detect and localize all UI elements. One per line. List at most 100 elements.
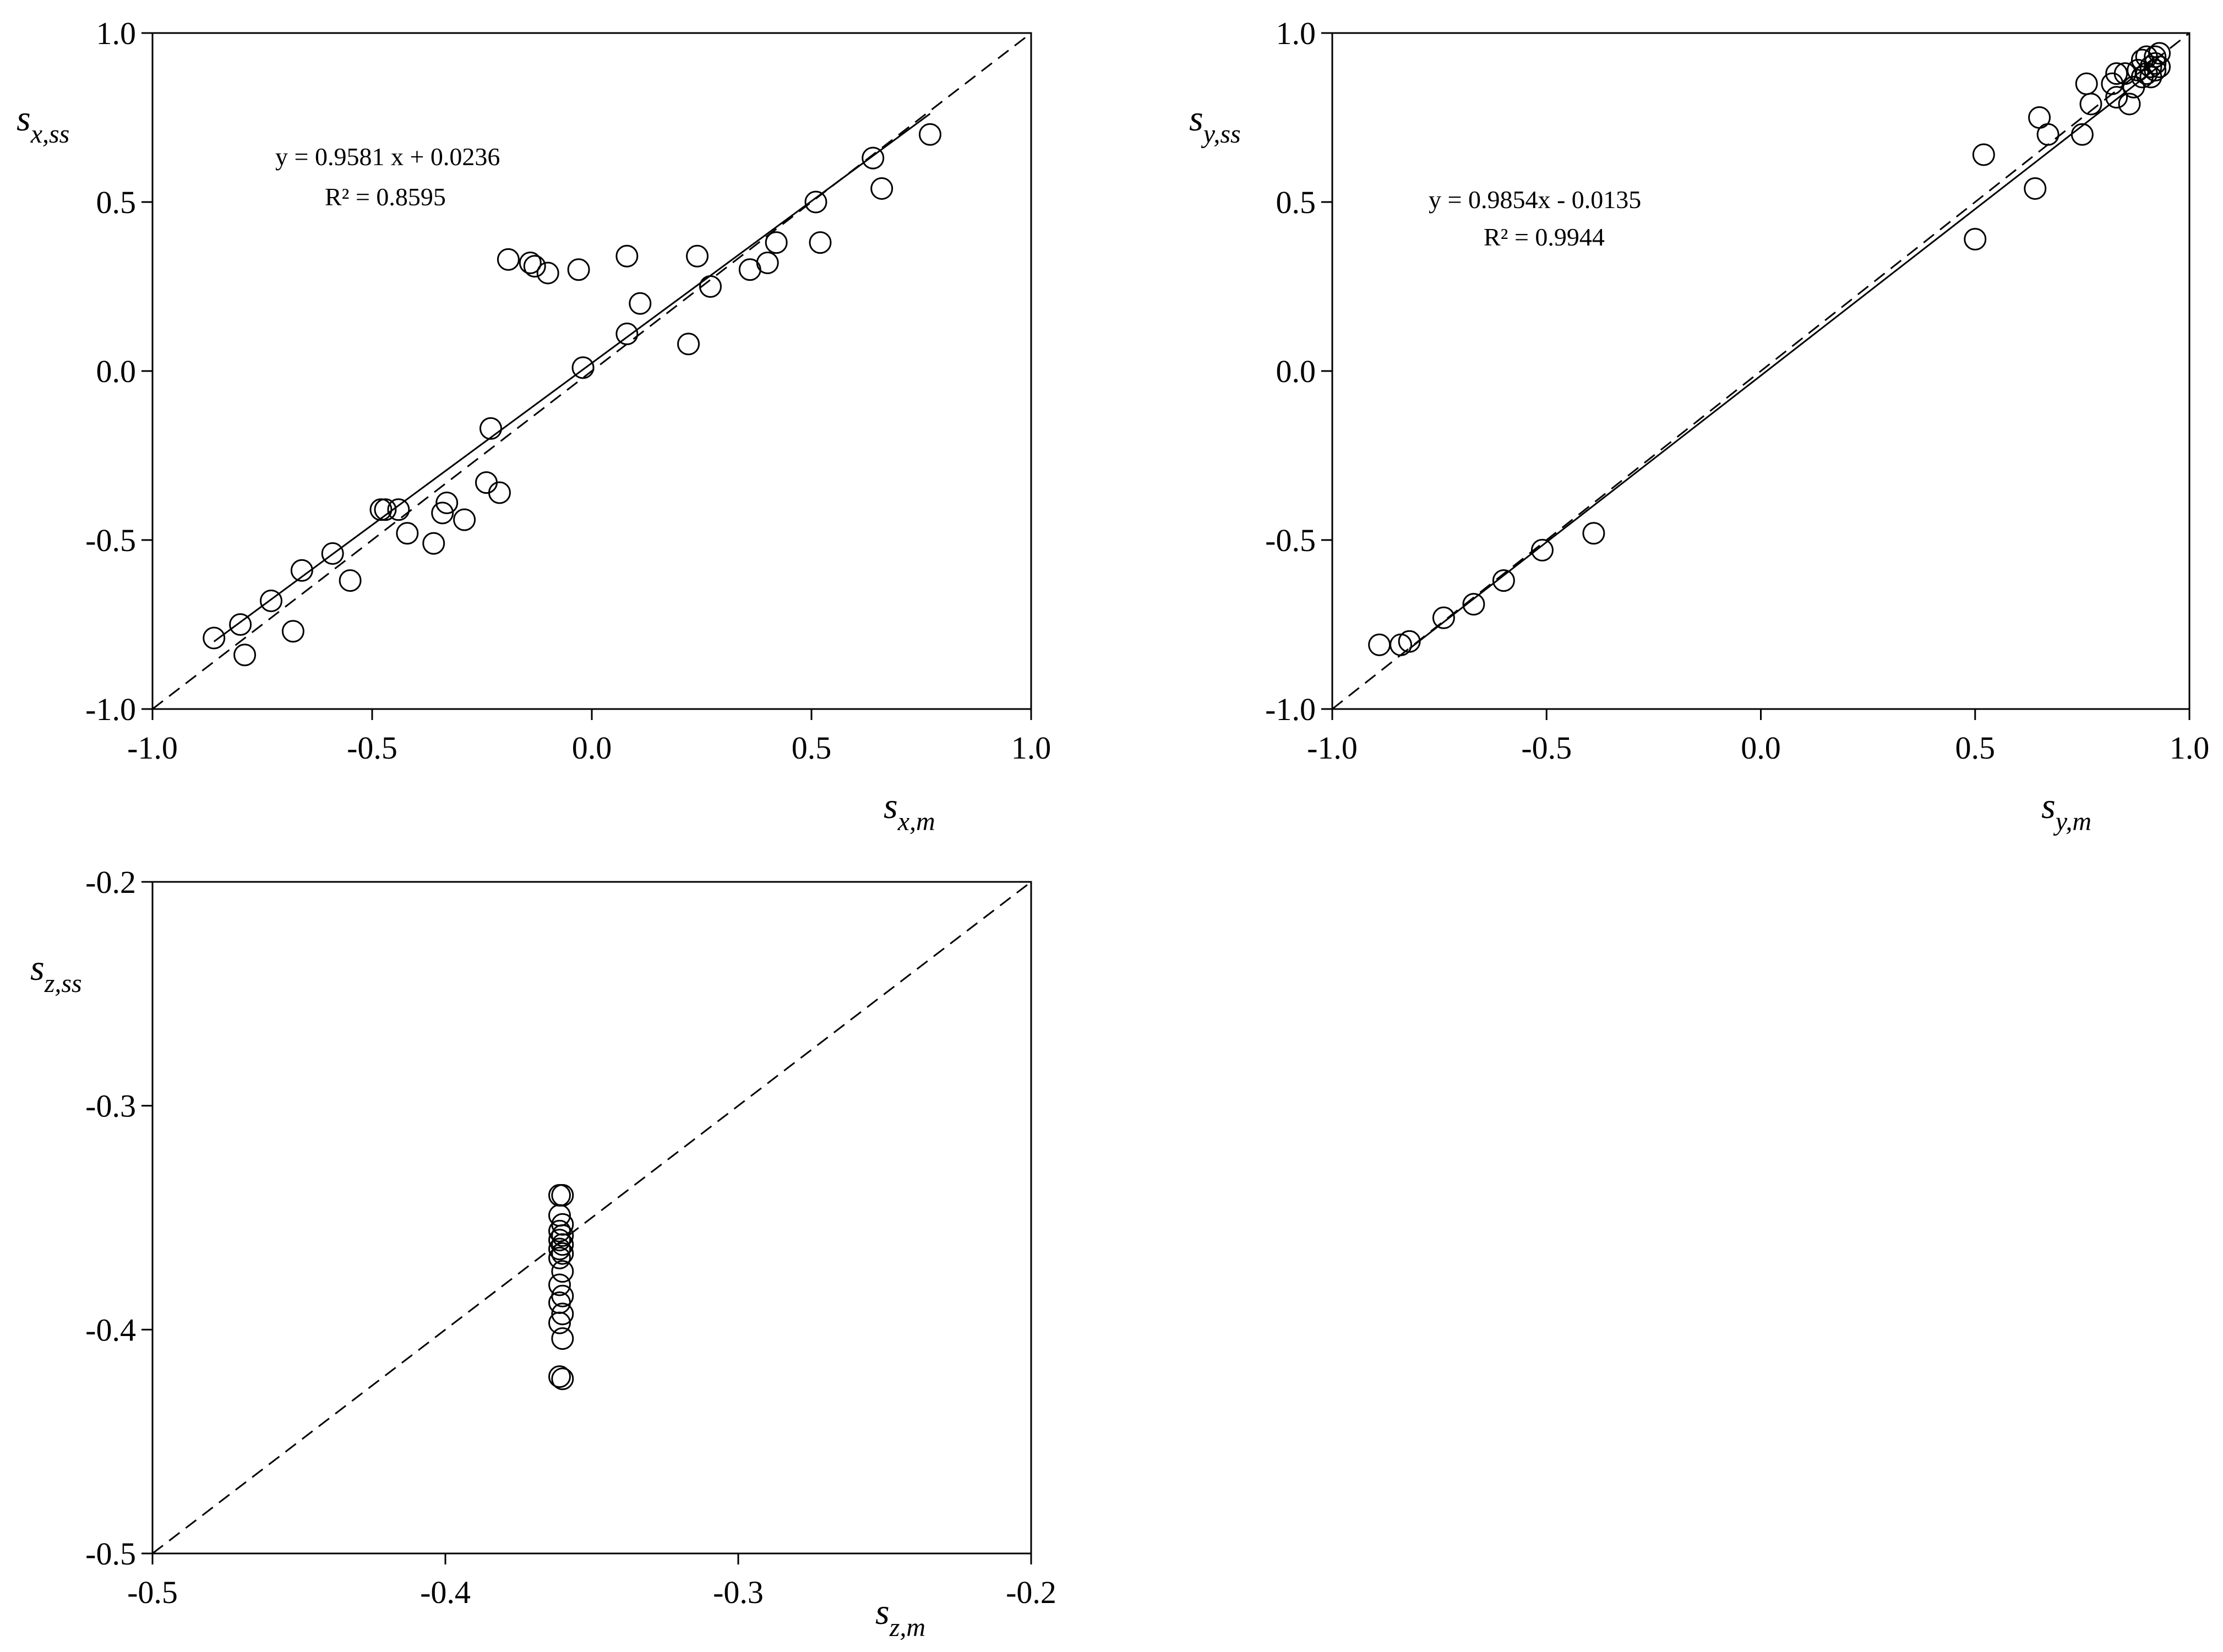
data-point: [387, 498, 410, 521]
y-tick-label: -1.0: [1265, 691, 1316, 727]
x-tick-label: 1.0: [1011, 730, 1051, 766]
x-tick-label: -0.4: [420, 1574, 471, 1610]
data-point: [548, 1219, 571, 1242]
y-tick-label: -0.2: [85, 864, 136, 900]
data-point: [2148, 42, 2171, 65]
plot-frame: [151, 881, 1032, 1555]
x-tick-label: 0.0: [1741, 730, 1781, 766]
data-point: [918, 123, 941, 146]
x-tick-label: -0.2: [1006, 1574, 1056, 1610]
y-tick-label: -0.5: [1265, 522, 1316, 558]
data-point: [453, 508, 476, 531]
x-tick-label: 0.5: [1955, 730, 1996, 766]
x-axis-label: sx,m: [884, 786, 935, 836]
data-point: [2144, 59, 2167, 82]
data-point: [2036, 123, 2059, 146]
data-point: [1398, 630, 1421, 653]
data-point: [435, 491, 459, 514]
y-tick-label: 1.0: [96, 15, 137, 51]
data-point: [548, 1246, 571, 1269]
data-point: [551, 1367, 574, 1391]
data-point: [1432, 606, 1455, 629]
x-axis-label-subscript: y,m: [2053, 807, 2091, 836]
data-point: [2148, 55, 2171, 78]
identity-line: [152, 32, 1032, 710]
r-squared-label: R² = 0.8595: [325, 183, 446, 211]
data-point: [479, 417, 502, 440]
y-axis-label: sz,ss: [30, 948, 82, 998]
data-point: [1530, 538, 1554, 561]
x-tick-label: 0.5: [792, 730, 832, 766]
identity-line: [1332, 32, 2190, 710]
data-point: [2144, 45, 2167, 68]
x-tick-label: -0.5: [347, 730, 397, 766]
data-point: [339, 569, 362, 592]
data-point: [1492, 569, 1515, 592]
data-point: [677, 332, 700, 356]
regression-line: [213, 113, 931, 642]
regression-equation: y = 0.9854x - 0.0135: [1429, 186, 1641, 214]
data-point: [497, 248, 520, 271]
y-axis-label-base: s: [30, 948, 45, 988]
x-tick-label: -1.0: [1307, 730, 1358, 766]
data-point: [804, 190, 827, 214]
data-point: [551, 1302, 574, 1326]
y-tick-label: 0.0: [96, 353, 137, 389]
x-tick-label: -0.5: [1521, 730, 1572, 766]
x-axis-label-base: s: [884, 786, 898, 826]
y-tick-label: -0.3: [85, 1088, 136, 1124]
x-tick-label: 1.0: [2170, 730, 2210, 766]
data-point: [2024, 177, 2047, 200]
data-point: [548, 1365, 571, 1388]
data-point: [2079, 92, 2102, 116]
data-point: [2105, 62, 2128, 85]
y-tick-label: -1.0: [85, 691, 136, 727]
data-point: [551, 1260, 574, 1283]
regression-line: [1409, 65, 2160, 650]
data-point: [615, 244, 639, 268]
x-tick-label: -1.0: [127, 730, 178, 766]
r-squared-label: R² = 0.9944: [1484, 223, 1605, 251]
data-point: [1582, 522, 1605, 545]
data-point: [1368, 633, 1391, 656]
data-point: [523, 255, 546, 278]
y-axis-label: sy,ss: [1189, 99, 1241, 149]
y-axis-label-subscript: z,ss: [44, 969, 82, 998]
data-point: [765, 231, 788, 254]
data-point: [756, 252, 779, 275]
y-tick-label: 1.0: [1276, 15, 1316, 51]
data-point: [475, 471, 498, 494]
x-axis-label: sy,m: [2041, 786, 2091, 836]
data-point: [2071, 123, 2094, 146]
data-point: [551, 1224, 574, 1247]
data-point: [229, 613, 252, 636]
data-point: [536, 261, 559, 285]
data-point: [548, 1311, 571, 1334]
chart-panel-sz: -0.5 -0.4 -0.3 -0.2-0.5-0.4-0.3-0.2sz,msz,s…: [30, 864, 1056, 1642]
x-axis-label: sz,m: [875, 1592, 925, 1642]
y-tick-label: -0.5: [85, 1536, 136, 1572]
data-point: [488, 481, 511, 504]
data-point: [567, 258, 590, 281]
data-point: [2139, 55, 2162, 78]
x-tick-label: -0.3: [713, 1574, 764, 1610]
data-point: [374, 498, 397, 521]
data-point: [1462, 593, 1485, 616]
data-point: [2075, 72, 2098, 95]
data-point: [551, 1242, 574, 1265]
y-axis-label: sx,ss: [17, 99, 69, 149]
y-tick-label: 0.5: [96, 184, 137, 220]
data-point: [396, 522, 419, 545]
data-point: [686, 244, 709, 268]
data-point: [290, 559, 313, 582]
data-point: [431, 501, 454, 525]
data-point: [862, 146, 885, 170]
data-point: [629, 292, 652, 315]
data-point: [203, 626, 226, 650]
x-axis-label-base: s: [875, 1592, 890, 1632]
y-tick-label: -0.5: [85, 522, 136, 558]
identity-line: [152, 881, 1032, 1555]
data-point: [321, 542, 344, 565]
x-tick-label: 0.0: [572, 730, 612, 766]
